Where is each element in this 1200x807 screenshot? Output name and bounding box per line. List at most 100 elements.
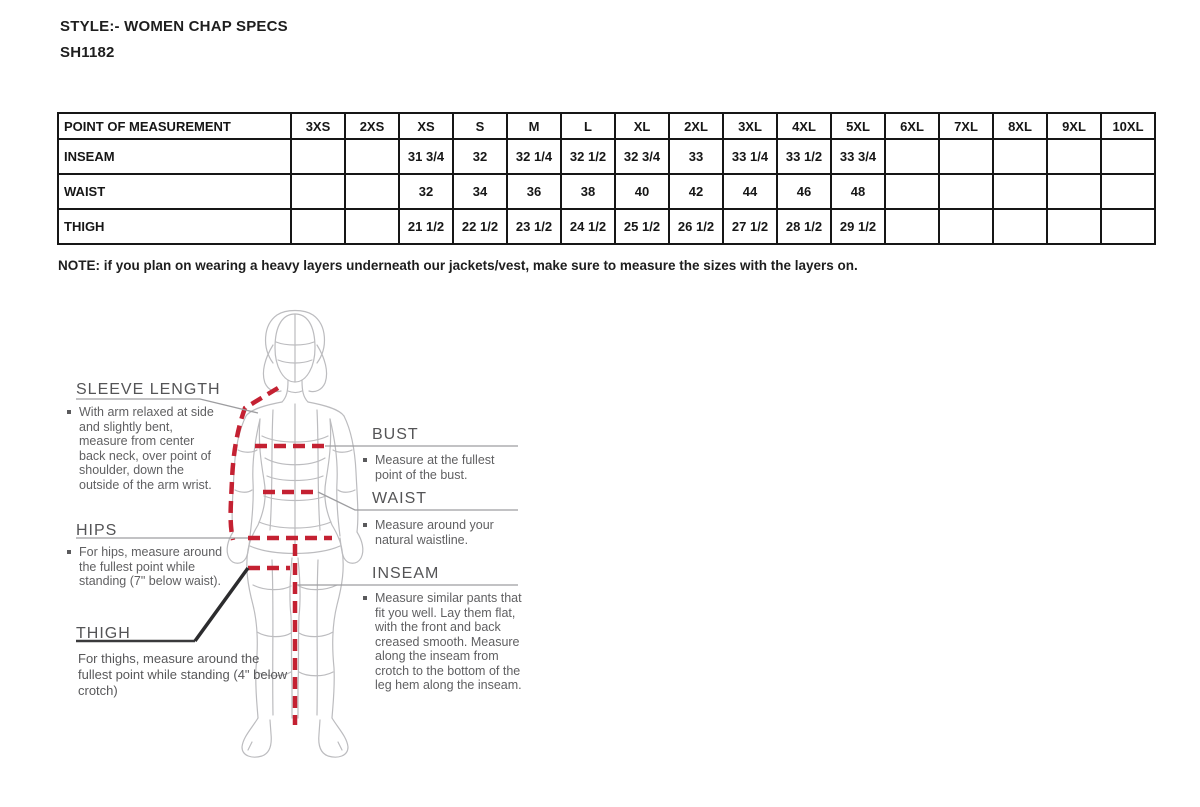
sleeve-length-leader-line <box>76 398 259 414</box>
thigh-leader-line <box>193 566 250 643</box>
cell-waist-l: 38 <box>560 173 616 210</box>
cell-inseam-3xl: 33 1/4 <box>722 138 778 175</box>
row-label-inseam: INSEAM <box>57 138 292 175</box>
cell-waist-4xl: 46 <box>776 173 832 210</box>
cell-inseam-2xl: 33 <box>668 138 724 175</box>
cell-inseam-m: 32 1/4 <box>506 138 562 175</box>
cell-inseam-4xl: 33 1/2 <box>776 138 832 175</box>
column-header-6xl: 6XL <box>884 112 940 140</box>
inseam-description-text: Measure similar pants that fit you well.… <box>375 591 522 692</box>
column-header-m: M <box>506 112 562 140</box>
cell-inseam-8xl <box>992 138 1048 175</box>
table-header-row: POINT OF MEASUREMENT 3XS 2XS XS S M L XL… <box>57 112 1156 140</box>
cell-thigh-m: 23 1/2 <box>506 208 562 245</box>
thigh-description: For thighs, measure around the fullest p… <box>78 651 288 699</box>
row-label-waist: WAIST <box>57 173 292 210</box>
column-header-8xl: 8XL <box>992 112 1048 140</box>
column-header-3xs: 3XS <box>290 112 346 140</box>
thigh-heading: THIGH <box>76 625 131 642</box>
cell-inseam-5xl: 33 3/4 <box>830 138 886 175</box>
cell-waist-9xl <box>1046 173 1102 210</box>
column-header-5xl: 5XL <box>830 112 886 140</box>
bullet-icon <box>67 410 71 414</box>
cell-thigh-l: 24 1/2 <box>560 208 616 245</box>
cell-inseam-xs: 31 3/4 <box>398 138 454 175</box>
waist-leader-line <box>317 491 518 511</box>
cell-inseam-l: 32 1/2 <box>560 138 616 175</box>
cell-thigh-10xl <box>1100 208 1156 245</box>
inseam-description: Measure similar pants that fit you well.… <box>363 591 533 693</box>
hips-description-text: For hips, measure around the fullest poi… <box>79 545 223 588</box>
column-header-7xl: 7XL <box>938 112 994 140</box>
sleeve-length-description-text: With arm relaxed at side and slightly be… <box>79 405 214 492</box>
cell-waist-xs: 32 <box>398 173 454 210</box>
bullet-icon <box>363 458 367 462</box>
cell-inseam-7xl <box>938 138 994 175</box>
cell-waist-5xl: 48 <box>830 173 886 210</box>
bust-description-text: Measure at the fullest point of the bust… <box>375 453 495 482</box>
cell-waist-3xs <box>290 173 346 210</box>
cell-thigh-2xl: 26 1/2 <box>668 208 724 245</box>
cell-waist-s: 34 <box>452 173 508 210</box>
bust-heading: BUST <box>372 426 419 443</box>
row-label-thigh: THIGH <box>57 208 292 245</box>
cell-waist-8xl <box>992 173 1048 210</box>
cell-waist-6xl <box>884 173 940 210</box>
cell-inseam-10xl <box>1100 138 1156 175</box>
waist-description: Measure around your natural waistline. <box>363 518 510 547</box>
column-header-10xl: 10XL <box>1100 112 1156 140</box>
bust-description: Measure at the fullest point of the bust… <box>363 453 515 482</box>
hips-description: For hips, measure around the fullest poi… <box>67 545 239 589</box>
column-header-xl: XL <box>614 112 670 140</box>
hips-heading: HIPS <box>76 522 118 539</box>
cell-thigh-xs: 21 1/2 <box>398 208 454 245</box>
cell-waist-2xl: 42 <box>668 173 724 210</box>
bullet-icon <box>67 550 71 554</box>
document-style-code: SH1182 <box>60 44 115 61</box>
column-header-2xs: 2XS <box>344 112 400 140</box>
cell-waist-7xl <box>938 173 994 210</box>
cell-thigh-s: 22 1/2 <box>452 208 508 245</box>
sleeve-length-description: With arm relaxed at side and slightly be… <box>67 405 221 492</box>
table-row-thigh: THIGH 21 1/2 22 1/2 23 1/2 24 1/2 25 1/2… <box>57 208 1156 245</box>
sleeve-length-heading: SLEEVE LENGTH <box>76 381 221 398</box>
thigh-description-text: For thighs, measure around the fullest p… <box>78 651 288 698</box>
cell-inseam-9xl <box>1046 138 1102 175</box>
cell-thigh-7xl <box>938 208 994 245</box>
inseam-heading: INSEAM <box>372 565 440 582</box>
column-header-l: L <box>560 112 616 140</box>
note-text: NOTE: if you plan on wearing a heavy lay… <box>58 258 858 273</box>
column-header-xs: XS <box>398 112 454 140</box>
cell-inseam-6xl <box>884 138 940 175</box>
cell-inseam-3xs <box>290 138 346 175</box>
cell-waist-2xs <box>344 173 400 210</box>
cell-thigh-6xl <box>884 208 940 245</box>
column-header-4xl: 4XL <box>776 112 832 140</box>
cell-inseam-2xs <box>344 138 400 175</box>
cell-thigh-9xl <box>1046 208 1102 245</box>
table-row-inseam: INSEAM 31 3/4 32 32 1/4 32 1/2 32 3/4 33… <box>57 138 1156 175</box>
cell-thigh-8xl <box>992 208 1048 245</box>
column-header-3xl: 3XL <box>722 112 778 140</box>
column-header-s: S <box>452 112 508 140</box>
cell-waist-xl: 40 <box>614 173 670 210</box>
cell-waist-m: 36 <box>506 173 562 210</box>
measurement-diagram: SLEEVE LENGTH With arm relaxed at side a… <box>0 300 1200 807</box>
cell-thigh-3xs <box>290 208 346 245</box>
cell-thigh-3xl: 27 1/2 <box>722 208 778 245</box>
cell-thigh-xl: 25 1/2 <box>614 208 670 245</box>
column-header-2xl: 2XL <box>668 112 724 140</box>
waist-description-text: Measure around your natural waistline. <box>375 518 494 547</box>
column-header-point-of-measurement: POINT OF MEASUREMENT <box>57 112 292 140</box>
column-header-9xl: 9XL <box>1046 112 1102 140</box>
sleeve-length-measure-line <box>228 386 280 541</box>
cell-waist-3xl: 44 <box>722 173 778 210</box>
cell-thigh-2xs <box>344 208 400 245</box>
body-measurement-figure <box>76 309 518 758</box>
cell-inseam-xl: 32 3/4 <box>614 138 670 175</box>
bullet-icon <box>363 596 367 600</box>
size-chart-table: POINT OF MEASUREMENT 3XS 2XS XS S M L XL… <box>57 112 1156 245</box>
waist-heading: WAIST <box>372 490 428 507</box>
cell-thigh-5xl: 29 1/2 <box>830 208 886 245</box>
bullet-icon <box>363 523 367 527</box>
